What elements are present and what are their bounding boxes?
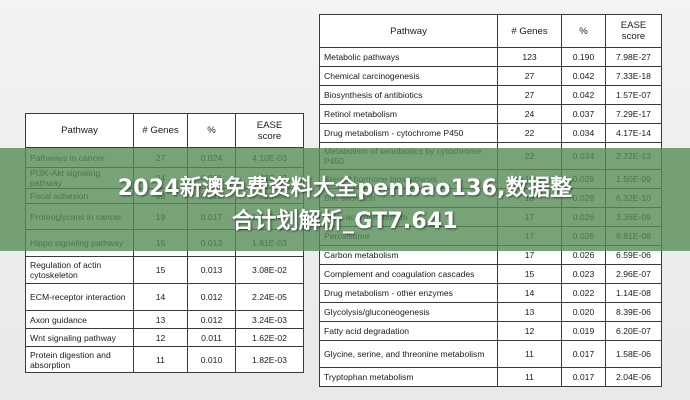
gene-count-cell: 24 bbox=[497, 104, 562, 124]
gene-count-cell: 22 bbox=[497, 123, 562, 143]
percent-cell: 0.010 bbox=[187, 346, 236, 373]
ease-score-cell: 7.33E-18 bbox=[605, 66, 662, 86]
ease-score-cell: 2.96E-07 bbox=[605, 264, 662, 284]
percent-cell: 0.037 bbox=[561, 104, 606, 124]
table-row: Protein digestion and absorption 11 0.010 1… bbox=[25, 346, 304, 373]
gene-count-cell: 12 bbox=[497, 321, 562, 341]
ease-score-cell: 1.62E-02 bbox=[235, 328, 304, 347]
table-row: Axon guidance 13 0.012 3.24E-03 bbox=[25, 310, 304, 329]
gene-count-cell: 11 bbox=[497, 340, 562, 368]
ease-score-cell: 1.57E-07 bbox=[605, 85, 662, 105]
gene-count-cell: 15 bbox=[133, 256, 188, 284]
ease-score-cell: 1.82E-03 bbox=[235, 346, 304, 373]
pathway-cell: Glycine, serine, and threonine metabolis… bbox=[319, 340, 498, 368]
table-row: Chemical carcinogenesis 27 0.042 7.33E-18 bbox=[319, 66, 662, 86]
pathway-cell: Drug metabolism - other enzymes bbox=[319, 283, 498, 303]
pathway-cell: Wnt signaling pathway bbox=[25, 328, 134, 347]
header-percent: % bbox=[187, 113, 236, 148]
table-row: Glycine, serine, and threonine metabolis… bbox=[319, 340, 662, 368]
table-row: Regulation of actin cytoskeleton 15 0.013 3… bbox=[25, 256, 304, 284]
ease-score-cell: 3.08E-02 bbox=[235, 256, 304, 284]
percent-cell: 0.022 bbox=[561, 283, 606, 303]
table-row: Fatty acid degradation 12 0.019 6.20E-07 bbox=[319, 321, 662, 341]
percent-cell: 0.023 bbox=[561, 264, 606, 284]
percent-cell: 0.017 bbox=[561, 367, 606, 387]
watermark-banner bbox=[0, 148, 690, 251]
percent-cell: 0.034 bbox=[561, 123, 606, 143]
percent-cell: 0.042 bbox=[561, 66, 606, 86]
pathway-cell: Fatty acid degradation bbox=[319, 321, 498, 341]
table-row: Tryptophan metabolism 11 0.017 2.04E-06 bbox=[319, 367, 662, 387]
pathway-cell: Metabolic pathways bbox=[319, 47, 498, 67]
table-header-row: Pathway # Genes % EASE score bbox=[25, 113, 304, 148]
table-row: Complement and coagulation cascades 15 0.0… bbox=[319, 264, 662, 284]
header-percent: % bbox=[561, 14, 606, 48]
table-row: Drug metabolism - cytochrome P450 22 0.034… bbox=[319, 123, 662, 143]
ease-score-cell: 2.04E-06 bbox=[605, 367, 662, 387]
gene-count-cell: 27 bbox=[497, 85, 562, 105]
banner-line-1: 2024新澳免费资料大全penbao136,数据整 bbox=[117, 176, 573, 201]
gene-count-cell: 13 bbox=[133, 310, 188, 329]
table-row: Drug metabolism - other enzymes 14 0.022 1.… bbox=[319, 283, 662, 303]
ease-score-cell: 8.39E-06 bbox=[605, 302, 662, 322]
pathway-cell: Regulation of actin cytoskeleton bbox=[25, 256, 134, 284]
ease-score-cell: 6.20E-07 bbox=[605, 321, 662, 341]
ease-score-cell: 4.17E-14 bbox=[605, 123, 662, 143]
pathway-cell: Axon guidance bbox=[25, 310, 134, 329]
header-ease-score: EASE score bbox=[235, 113, 304, 148]
ease-score-cell: 7.98E-27 bbox=[605, 47, 662, 67]
pathway-cell: Glycolysis/gluconeogenesis bbox=[319, 302, 498, 322]
pathway-cell: Drug metabolism - cytochrome P450 bbox=[319, 123, 498, 143]
gene-count-cell: 11 bbox=[133, 346, 188, 373]
percent-cell: 0.012 bbox=[187, 310, 236, 329]
pathway-cell: Biosynthesis of antibiotics bbox=[319, 85, 498, 105]
header-gene-count: # Genes bbox=[497, 14, 562, 48]
ease-score-cell: 2.24E-05 bbox=[235, 283, 304, 311]
gene-count-cell: 14 bbox=[497, 283, 562, 303]
pathway-cell: Chemical carcinogenesis bbox=[319, 66, 498, 86]
banner-line-2: 合计划解析_GT7.641 bbox=[232, 209, 458, 234]
pathway-cell: Tryptophan metabolism bbox=[319, 367, 498, 387]
pathway-cell: Protein digestion and absorption bbox=[25, 346, 134, 373]
percent-cell: 0.011 bbox=[187, 328, 236, 347]
gene-count-cell: 12 bbox=[133, 328, 188, 347]
percent-cell: 0.013 bbox=[187, 256, 236, 284]
table-row: Metabolic pathways 123 0.190 7.98E-27 bbox=[319, 47, 662, 67]
header-pathway: Pathway bbox=[25, 113, 134, 148]
table-row: Biosynthesis of antibiotics 27 0.042 1.57E-… bbox=[319, 85, 662, 105]
gene-count-cell: 11 bbox=[497, 367, 562, 387]
right-table-body: Metabolic pathways 123 0.190 7.98E-27 Chemic… bbox=[319, 47, 662, 387]
gene-count-cell: 13 bbox=[497, 302, 562, 322]
percent-cell: 0.019 bbox=[561, 321, 606, 341]
pathway-cell: Retinol metabolism bbox=[319, 104, 498, 124]
gene-count-cell: 14 bbox=[133, 283, 188, 311]
ease-score-cell: 3.24E-03 bbox=[235, 310, 304, 329]
gene-count-cell: 123 bbox=[497, 47, 562, 67]
header-gene-count: # Genes bbox=[133, 113, 188, 148]
table-row: Retinol metabolism 24 0.037 7.29E-17 bbox=[319, 104, 662, 124]
percent-cell: 0.042 bbox=[561, 85, 606, 105]
percent-cell: 0.020 bbox=[561, 302, 606, 322]
pathway-cell: ECM-receptor interaction bbox=[25, 283, 134, 311]
ease-score-cell: 7.29E-17 bbox=[605, 104, 662, 124]
header-ease-score: EASE score bbox=[605, 14, 662, 48]
table-row: Glycolysis/gluconeogenesis 13 0.020 8.39E-0… bbox=[319, 302, 662, 322]
header-pathway: Pathway bbox=[319, 14, 498, 48]
pathway-cell: Complement and coagulation cascades bbox=[319, 264, 498, 284]
gene-count-cell: 27 bbox=[497, 66, 562, 86]
percent-cell: 0.190 bbox=[561, 47, 606, 67]
table-header-row: Pathway # Genes % EASE score bbox=[319, 14, 662, 48]
ease-score-cell: 1.14E-08 bbox=[605, 283, 662, 303]
gene-count-cell: 15 bbox=[497, 264, 562, 284]
percent-cell: 0.012 bbox=[187, 283, 236, 311]
table-row: Wnt signaling pathway 12 0.011 1.62E-02 bbox=[25, 328, 304, 347]
percent-cell: 0.017 bbox=[561, 340, 606, 368]
table-row: ECM-receptor interaction 14 0.012 2.24E-05 bbox=[25, 283, 304, 311]
ease-score-cell: 1.58E-06 bbox=[605, 340, 662, 368]
